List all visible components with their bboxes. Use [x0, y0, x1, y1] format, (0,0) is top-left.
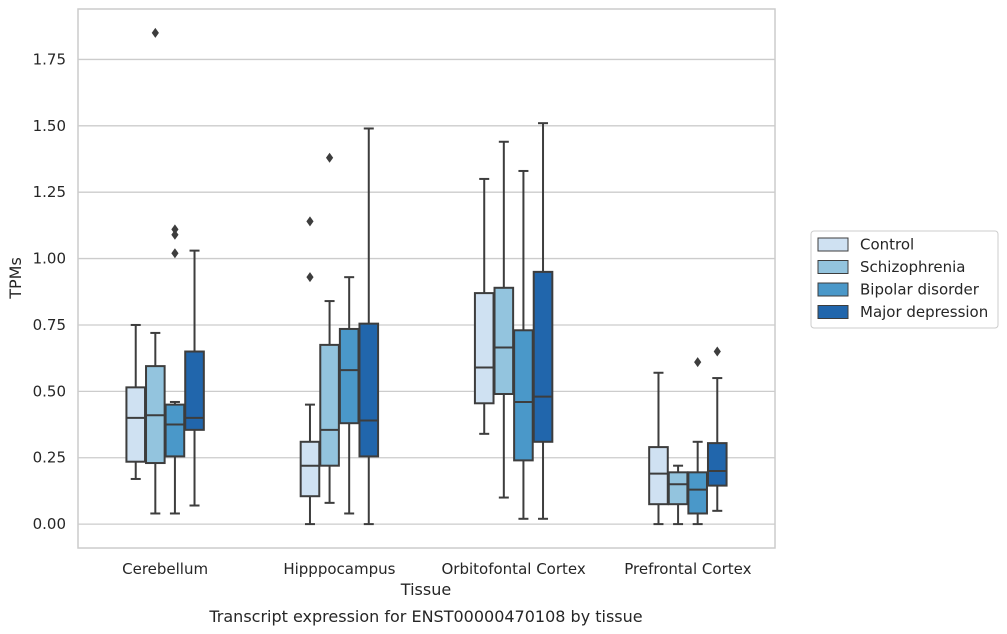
- box: [145, 27, 166, 515]
- legend: Control Schizophrenia Bipolar disorder Majo…: [810, 230, 999, 329]
- box: [358, 127, 380, 526]
- legend-swatch: [817, 260, 849, 274]
- y-axis-label: TPMs: [6, 257, 25, 300]
- y-tick-label: 1.25: [33, 183, 66, 201]
- legend-item: Schizophrenia: [817, 258, 965, 276]
- legend-item: Bipolar disorder: [817, 281, 980, 299]
- figure-caption: Transcript expression for ENST0000047010…: [208, 607, 642, 626]
- box: [473, 177, 495, 435]
- outlier-point: [306, 272, 314, 283]
- legend-item: Control: [817, 236, 914, 254]
- box-body: [493, 286, 515, 395]
- plot-area: [125, 27, 728, 526]
- y-tick-label: 1.00: [33, 250, 66, 268]
- box-body: [299, 440, 321, 498]
- box: [125, 323, 147, 480]
- y-tick-label: 1.75: [33, 50, 66, 68]
- box: [164, 224, 186, 515]
- box: [338, 276, 360, 515]
- x-axis-label: Tissue: [400, 580, 451, 599]
- legend-label: Bipolar disorder: [860, 281, 980, 299]
- series-group: [145, 27, 689, 526]
- box-body: [125, 386, 147, 463]
- box: [319, 152, 340, 504]
- y-tick-label: 0.00: [33, 515, 66, 533]
- box: [184, 249, 205, 507]
- legend-swatch: [817, 282, 849, 297]
- box: [513, 169, 534, 520]
- box: [687, 357, 708, 526]
- box-body: [164, 403, 186, 458]
- x-tick-label: Hipppocampus: [283, 560, 395, 578]
- box-body: [358, 322, 380, 458]
- box: [667, 464, 689, 526]
- box: [493, 140, 515, 499]
- legend-label: Schizophrenia: [860, 258, 965, 276]
- legend-label: Major depression: [860, 303, 988, 321]
- legend-item: Major depression: [817, 303, 988, 321]
- box-body: [338, 327, 360, 425]
- legend-label: Control: [860, 236, 914, 254]
- box-body: [706, 442, 728, 487]
- outlier-point: [713, 346, 721, 357]
- y-tick-label: 0.75: [33, 316, 66, 334]
- y-tick-label: 0.25: [33, 449, 66, 467]
- box-body: [319, 343, 340, 467]
- x-tick-label: Prefrontal Cortex: [624, 560, 751, 578]
- box-body: [648, 446, 669, 506]
- outlier-point: [171, 224, 179, 235]
- legend-swatch: [817, 305, 849, 319]
- box: [706, 346, 728, 512]
- series-group: [125, 177, 669, 526]
- box-body: [687, 471, 708, 515]
- y-tick-label: 0.50: [33, 382, 66, 400]
- box-body: [667, 471, 689, 506]
- y-tick-label: 1.50: [33, 117, 66, 135]
- box: [532, 122, 554, 520]
- series-group: [184, 122, 728, 526]
- outlier-point: [325, 152, 334, 163]
- plot-frame: [77, 8, 776, 549]
- outlier-point: [171, 248, 179, 259]
- box-body: [513, 329, 534, 462]
- box-body: [532, 270, 554, 443]
- x-tick-label: Orbitofontal Cortex: [442, 560, 586, 578]
- box: [299, 216, 321, 526]
- y-axis-ticks: 0.00 0.25 0.50 0.75 1.00 1.25 1.50 1.75: [33, 50, 66, 533]
- outlier-point: [151, 27, 159, 38]
- box-body: [473, 292, 495, 405]
- x-tick-label: Cerebellum: [122, 560, 208, 578]
- series-group: [164, 169, 708, 526]
- box: [648, 371, 669, 526]
- legend-swatch: [817, 237, 849, 252]
- outlier-point: [306, 216, 314, 227]
- outlier-point: [694, 357, 702, 368]
- outlier-point: [171, 229, 179, 240]
- box-body: [184, 350, 205, 431]
- legend-frame: [810, 230, 999, 329]
- x-axis-ticks: Cerebellum Hipppocampus Orbitofontal Corte…: [122, 560, 751, 578]
